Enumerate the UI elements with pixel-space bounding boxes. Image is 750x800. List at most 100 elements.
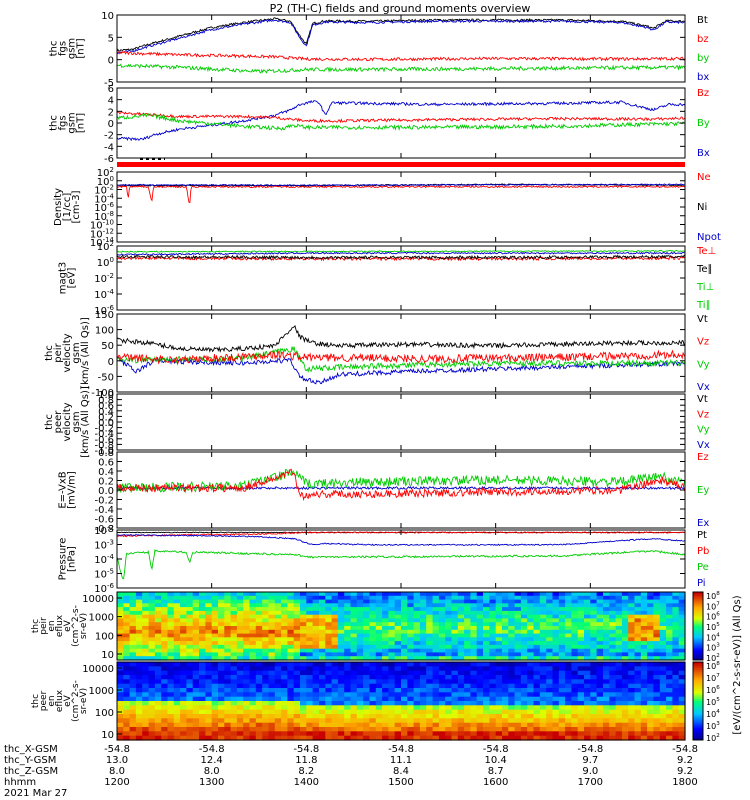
spectrogram-cell (236, 622, 244, 627)
spectrogram-cell (300, 683, 307, 689)
spectrogram-cell (445, 688, 453, 693)
spectrogram-cell (344, 595, 352, 601)
spectrogram-cell (558, 662, 566, 667)
spectrogram-cell (356, 641, 364, 646)
spectrogram-cell (451, 637, 459, 642)
spectrogram-cell (230, 592, 238, 597)
spectrogram-cell (331, 701, 339, 706)
spectrogram-cell (615, 629, 623, 635)
ytick-label: 0.6 (98, 401, 114, 412)
spectrogram-cell (243, 688, 251, 693)
spectrogram-cell (375, 688, 383, 693)
spectrogram-cell (584, 656, 591, 661)
spectrogram-cell (199, 626, 206, 631)
spectrogram-cell (154, 656, 162, 661)
colorbar-cell (693, 734, 703, 737)
spectrogram-cell (546, 626, 554, 631)
spectrogram-cell (666, 629, 673, 635)
spectrogram-cell (508, 610, 516, 616)
spectrogram-cell (154, 705, 162, 711)
spectrogram-cell (413, 599, 421, 604)
spectrogram-cell (192, 644, 200, 650)
spectrogram-cell (609, 652, 617, 657)
legend-item: Vx (697, 382, 710, 393)
spectrogram-cell (192, 652, 200, 657)
ytick-label: 0 (108, 119, 114, 130)
spectrogram-cell (451, 656, 459, 661)
spectrogram-cell (306, 610, 314, 616)
spectrogram-cell (647, 633, 654, 638)
ytick-label: 100 (95, 326, 114, 337)
spectrogram-cell (243, 683, 251, 689)
ytick-label: 100 (95, 708, 114, 719)
spectrogram-cell (514, 641, 522, 646)
spectrogram-cell (211, 735, 219, 741)
spectrogram-cell (628, 666, 636, 672)
spectrogram-cell (230, 696, 238, 702)
spectrogram-cell (476, 633, 484, 638)
spectrogram-cell (186, 714, 194, 719)
spectrogram-cell (596, 666, 604, 672)
spectrogram-cell (659, 735, 667, 741)
spectrogram-cell (407, 629, 415, 635)
spectrogram-cell (432, 599, 440, 604)
spectrogram-cell (325, 705, 333, 711)
spectrogram-cell (571, 618, 579, 623)
spectrogram-cell (584, 683, 591, 689)
spectrogram-cell (464, 675, 471, 680)
colorbar-cell (693, 634, 703, 637)
spectrogram-cell (243, 692, 251, 698)
spectrogram-cell (148, 595, 156, 601)
spectrogram-cell (268, 683, 276, 689)
spectrogram-cell (319, 652, 326, 657)
ylabel-line: eV (63, 619, 73, 632)
spectrogram-cell (628, 656, 636, 661)
spectrogram-cell (565, 652, 572, 657)
spectrogram-cell (337, 599, 345, 604)
spectrogram-cell (476, 705, 484, 711)
spectrogram-cell (552, 656, 560, 661)
spectrogram-cell (236, 679, 244, 685)
spectrogram-cell (413, 718, 421, 724)
spectrogram-cell (539, 662, 547, 667)
spectrogram-cell (356, 679, 364, 685)
spectrogram-cell (369, 656, 377, 661)
spectrogram-cell (571, 735, 579, 741)
spectrogram-cell (123, 595, 131, 601)
spectrogram-cell (678, 648, 686, 654)
spectrogram-cell (281, 599, 288, 604)
spectrogram-cell (394, 670, 402, 676)
spectrogram-cell (634, 629, 642, 635)
spectrogram-cell (552, 692, 560, 698)
spectrogram-cell (527, 644, 535, 650)
spectrogram-cell (192, 622, 200, 627)
spectrogram-cell (281, 641, 288, 646)
spectrogram-cell (186, 679, 194, 685)
spectrogram-cell (470, 618, 478, 623)
spectrogram-cell (205, 622, 213, 627)
spectrogram-cell (388, 701, 396, 706)
spectrogram-cell (464, 644, 471, 650)
spectrogram-cell (356, 629, 364, 635)
spectrogram-cell (520, 714, 528, 719)
spectrogram-cell (300, 656, 307, 661)
legend-item: Ti∥ (696, 300, 711, 311)
spectrogram-cell (533, 641, 541, 646)
spectrogram-cell (375, 666, 383, 672)
spectrogram-cell (407, 692, 415, 698)
spectrogram-cell (255, 701, 263, 706)
spectrogram-cell (653, 683, 661, 689)
colorbar-cell (693, 624, 703, 627)
spectrogram-cell (135, 626, 143, 631)
spectrogram-cell (470, 662, 478, 667)
colorbar-cell (693, 631, 703, 634)
spectrogram-cell (464, 610, 471, 616)
spectrogram-cell (375, 731, 383, 737)
spectrogram-cell (470, 718, 478, 724)
spectrogram-cell (142, 652, 150, 657)
ytick-label: 50 (101, 341, 114, 352)
spectrogram-cell (552, 618, 560, 623)
spectrogram-cell (413, 592, 421, 597)
spectrogram-cell (628, 648, 636, 654)
